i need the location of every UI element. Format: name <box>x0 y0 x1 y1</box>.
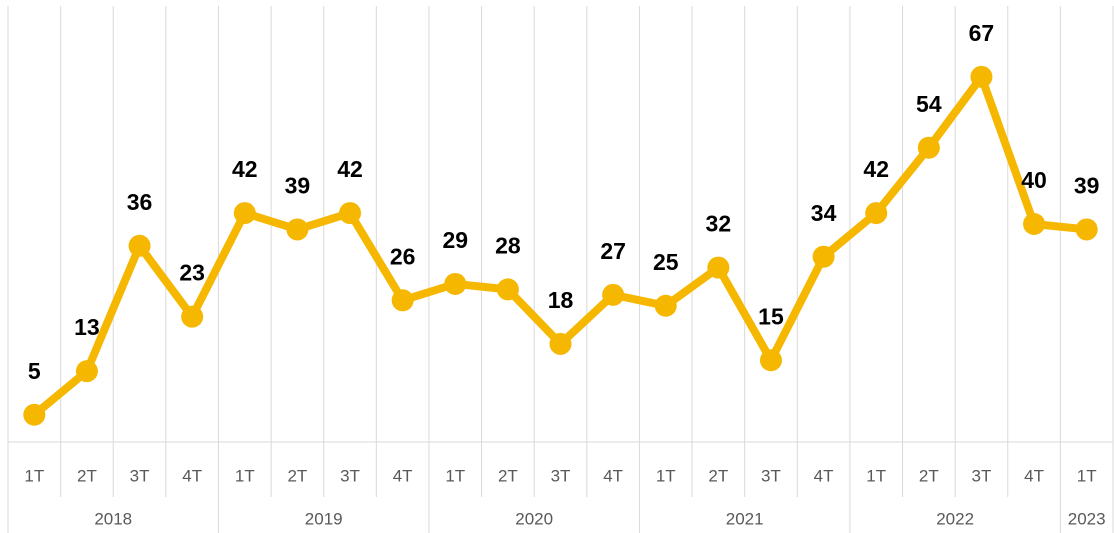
x-tick-label: 3T <box>972 466 992 485</box>
group-label: 2022 <box>936 509 974 528</box>
x-tick-label: 3T <box>551 466 571 485</box>
data-label: 23 <box>179 260 205 286</box>
line <box>31 72 1088 418</box>
data-label: 39 <box>1074 173 1100 199</box>
marker <box>1023 213 1046 235</box>
marker <box>181 305 204 328</box>
marker <box>286 218 309 241</box>
data-label: 42 <box>337 156 363 182</box>
data-label: 42 <box>863 156 889 182</box>
marker <box>75 360 98 383</box>
data-label: 36 <box>127 189 153 215</box>
x-tick-label: 4T <box>603 466 623 485</box>
x-tick-label: 4T <box>393 466 413 485</box>
x-tick-label: 1T <box>866 466 886 485</box>
marker <box>444 272 467 295</box>
marker <box>1075 218 1098 241</box>
data-label: 15 <box>758 303 784 329</box>
marker <box>602 283 625 306</box>
marker <box>707 256 730 279</box>
x-tick-label: 4T <box>182 466 202 485</box>
marker <box>339 202 362 225</box>
x-tick-label: 2T <box>77 466 97 485</box>
data-label: 25 <box>653 249 679 275</box>
marker <box>391 289 414 312</box>
data-label: 5 <box>28 358 41 384</box>
marker <box>865 202 888 225</box>
x-tick-label: 2T <box>919 466 939 485</box>
x-tick-label: 4T <box>814 466 834 485</box>
marker <box>654 294 677 317</box>
group-label: 2018 <box>94 509 132 528</box>
x-tick-label: 1T <box>1077 466 1097 485</box>
data-label: 18 <box>548 287 574 313</box>
group-label: 2023 <box>1068 509 1106 528</box>
x-tick-label: 1T <box>445 466 465 485</box>
x-tick-label: 2T <box>708 466 728 485</box>
x-tick-label: 2T <box>498 466 518 485</box>
group-label: 2021 <box>726 509 764 528</box>
marker <box>549 332 572 355</box>
data-label: 54 <box>916 91 942 117</box>
x-tick-label: 1T <box>235 466 255 485</box>
x-tick-label: 1T <box>24 466 44 485</box>
data-label: 40 <box>1021 167 1047 193</box>
marker <box>496 278 519 301</box>
x-tick-label: 1T <box>656 466 676 485</box>
marker <box>812 245 835 268</box>
data-label: 39 <box>285 173 311 199</box>
marker <box>759 349 782 372</box>
x-tick-label: 4T <box>1024 466 1044 485</box>
marker <box>128 234 151 257</box>
marker <box>970 65 993 88</box>
data-label: 26 <box>390 243 416 269</box>
data-label: 27 <box>600 238 626 264</box>
marker <box>917 136 940 159</box>
marker <box>233 202 256 225</box>
data-label: 29 <box>442 227 468 253</box>
data-label: 67 <box>969 20 995 46</box>
x-tick-label: 3T <box>761 466 781 485</box>
x-tick-label: 2T <box>287 466 307 485</box>
data-label: 13 <box>74 314 100 340</box>
data-label: 34 <box>811 200 837 226</box>
data-label: 32 <box>706 211 732 237</box>
group-label: 2019 <box>305 509 343 528</box>
x-tick-label: 3T <box>340 466 360 485</box>
group-label: 2020 <box>515 509 553 528</box>
data-label: 28 <box>495 232 521 258</box>
marker <box>23 403 46 426</box>
data-label: 42 <box>232 156 258 182</box>
x-tick-label: 3T <box>130 466 150 485</box>
